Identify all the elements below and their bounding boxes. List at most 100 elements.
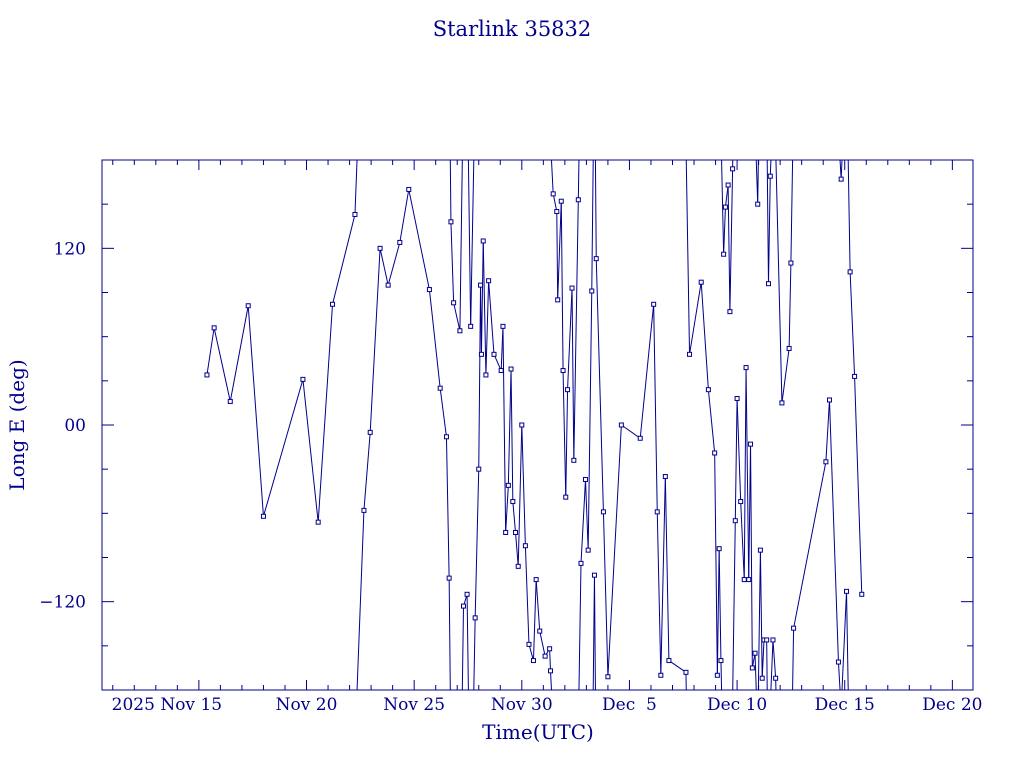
- data-point: [746, 577, 752, 583]
- data-point: [569, 285, 575, 291]
- y-tick-label: 120: [54, 239, 86, 259]
- line-segment: [668, 660, 687, 673]
- line-segment: [593, 575, 596, 690]
- series-line: [206, 160, 863, 690]
- line-segment: [854, 376, 863, 595]
- data-point: [260, 513, 266, 519]
- line-segment: [387, 242, 401, 286]
- line-segment: [707, 389, 716, 454]
- x-tick-label: Dec 15: [815, 695, 875, 715]
- x-tick-label: Dec 20: [922, 695, 982, 715]
- x-tick-label: Nov 25: [383, 695, 445, 715]
- data-point: [764, 637, 770, 643]
- line-segment: [656, 511, 662, 676]
- data-point: [483, 372, 489, 378]
- data-point: [838, 176, 844, 182]
- y-axis-tick-labels: 120 00 −120: [39, 239, 86, 612]
- data-point: [770, 637, 776, 643]
- data-point: [859, 591, 865, 597]
- line-segment: [727, 185, 731, 312]
- line-segment: [408, 189, 430, 290]
- line-segment: [480, 240, 484, 355]
- data-point: [377, 245, 383, 251]
- line-segment: [750, 444, 753, 668]
- line-segment: [846, 591, 849, 690]
- data-point: [478, 282, 484, 288]
- data-point: [826, 397, 832, 403]
- line-segment: [584, 479, 589, 551]
- line-segment: [474, 469, 480, 618]
- line-segment: [775, 160, 783, 403]
- data-point: [654, 509, 660, 515]
- line-segment: [466, 594, 469, 690]
- data-point: [788, 260, 794, 266]
- line-segment: [732, 520, 736, 690]
- data-point: [600, 509, 606, 515]
- line-segment: [788, 263, 792, 349]
- line-segment: [769, 160, 772, 177]
- data-point: [522, 543, 528, 549]
- data-point: [547, 646, 553, 652]
- series-points: [204, 166, 865, 681]
- line-segment: [488, 280, 495, 355]
- line-segment: [453, 302, 461, 331]
- line-segment: [720, 660, 723, 690]
- line-segment: [587, 291, 593, 551]
- data-point: [563, 494, 569, 500]
- data-point: [315, 519, 321, 525]
- line-segment: [445, 436, 450, 579]
- line-segment: [766, 639, 768, 690]
- line-segment: [539, 631, 546, 657]
- data-point: [464, 591, 470, 597]
- data-point: [658, 672, 664, 678]
- line-segment: [770, 639, 774, 690]
- line-segment: [369, 248, 381, 433]
- line-segment: [577, 160, 580, 200]
- data-point: [510, 499, 516, 505]
- data-point: [426, 287, 432, 293]
- line-segment: [772, 639, 777, 679]
- data-point: [752, 650, 758, 656]
- line-segment: [428, 289, 441, 389]
- line-segment: [825, 399, 830, 462]
- data-point: [560, 368, 566, 374]
- data-point: [637, 435, 643, 441]
- line-segment: [621, 424, 641, 439]
- data-point: [591, 572, 597, 578]
- line-segment: [595, 258, 604, 512]
- line-segment: [550, 670, 552, 690]
- line-segment: [716, 548, 720, 676]
- line-segment: [689, 282, 702, 355]
- data-point: [486, 278, 492, 284]
- data-point: [585, 547, 591, 553]
- line-segment: [450, 221, 455, 303]
- line-segment: [439, 388, 447, 437]
- data-point: [480, 238, 486, 244]
- data-point: [437, 385, 443, 391]
- data-point: [491, 351, 497, 357]
- data-point: [712, 450, 718, 456]
- y-tick-label: 00: [64, 416, 86, 436]
- data-point: [526, 641, 532, 647]
- data-point: [537, 628, 543, 634]
- data-point: [330, 301, 336, 307]
- line-segment: [781, 348, 790, 403]
- data-point: [666, 658, 672, 664]
- data-point: [478, 351, 484, 357]
- x-axis-tick-labels: 2025 Nov 15 Nov 20 Nov 25 Nov 30 Dec 5 Dec 10…: [112, 695, 983, 715]
- line-segment: [660, 476, 666, 676]
- line-segment: [473, 617, 476, 690]
- data-point: [582, 476, 588, 482]
- data-point: [748, 441, 754, 447]
- line-segment: [757, 550, 761, 690]
- data-point: [722, 204, 728, 210]
- data-point: [727, 309, 733, 315]
- data-point: [498, 368, 504, 374]
- x-tick-label: Nov 20: [276, 695, 338, 715]
- line-segment: [470, 160, 475, 327]
- data-point: [519, 422, 525, 428]
- data-point: [476, 466, 482, 472]
- data-point: [533, 577, 539, 583]
- line-segment: [591, 160, 594, 292]
- data-point: [472, 615, 478, 621]
